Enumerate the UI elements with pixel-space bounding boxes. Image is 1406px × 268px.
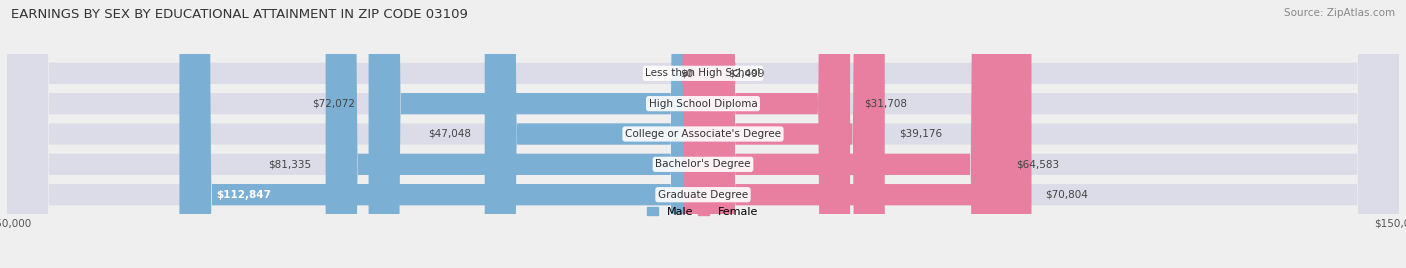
FancyBboxPatch shape <box>703 0 851 268</box>
Text: $70,804: $70,804 <box>1046 190 1088 200</box>
FancyBboxPatch shape <box>368 0 703 268</box>
FancyBboxPatch shape <box>703 0 884 268</box>
FancyBboxPatch shape <box>7 0 1399 268</box>
Text: $72,072: $72,072 <box>312 99 354 109</box>
FancyBboxPatch shape <box>7 0 1399 268</box>
FancyBboxPatch shape <box>7 0 1399 268</box>
FancyBboxPatch shape <box>682 0 735 268</box>
FancyBboxPatch shape <box>7 0 1399 268</box>
Text: $2,499: $2,499 <box>728 68 765 78</box>
Text: $0: $0 <box>681 68 693 78</box>
FancyBboxPatch shape <box>326 0 703 268</box>
FancyBboxPatch shape <box>180 0 703 268</box>
Text: $112,847: $112,847 <box>217 190 271 200</box>
Text: $64,583: $64,583 <box>1017 159 1060 169</box>
Text: $31,708: $31,708 <box>865 99 907 109</box>
Text: College or Associate's Degree: College or Associate's Degree <box>626 129 780 139</box>
Text: Graduate Degree: Graduate Degree <box>658 190 748 200</box>
Text: $47,048: $47,048 <box>427 129 471 139</box>
FancyBboxPatch shape <box>703 0 1032 268</box>
Text: High School Diploma: High School Diploma <box>648 99 758 109</box>
FancyBboxPatch shape <box>7 0 1399 268</box>
Text: $39,176: $39,176 <box>898 129 942 139</box>
Legend: Male, Female: Male, Female <box>647 207 759 217</box>
Text: $81,335: $81,335 <box>269 159 312 169</box>
FancyBboxPatch shape <box>703 0 1002 268</box>
Text: Source: ZipAtlas.com: Source: ZipAtlas.com <box>1284 8 1395 18</box>
Text: Bachelor's Degree: Bachelor's Degree <box>655 159 751 169</box>
FancyBboxPatch shape <box>485 0 703 268</box>
Text: Less than High School: Less than High School <box>645 68 761 78</box>
Text: EARNINGS BY SEX BY EDUCATIONAL ATTAINMENT IN ZIP CODE 03109: EARNINGS BY SEX BY EDUCATIONAL ATTAINMEN… <box>11 8 468 21</box>
